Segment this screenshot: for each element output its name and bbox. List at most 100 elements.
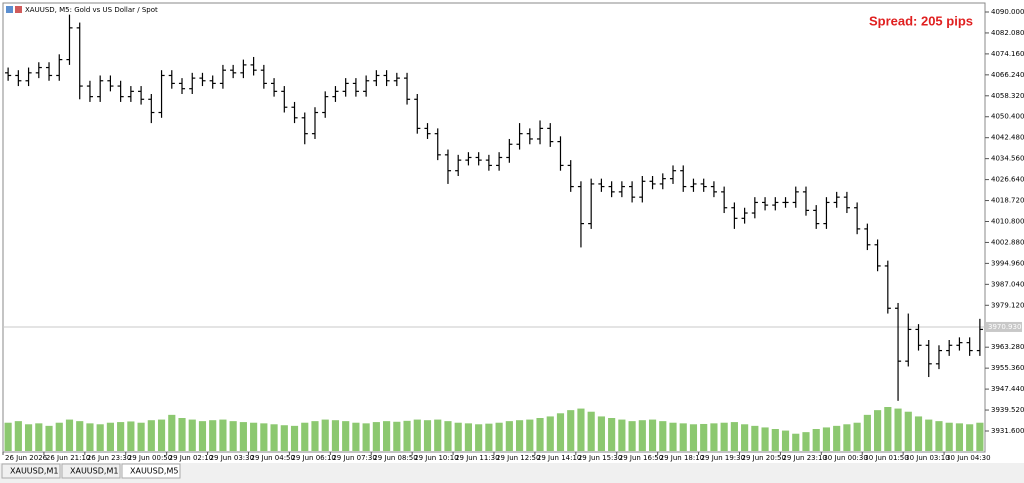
x-tick-label: 30 Jun 04:30 <box>946 454 990 462</box>
volume-bar <box>802 432 810 451</box>
y-tick-label: 4018.720 <box>991 197 1024 205</box>
current-price-box <box>986 321 1022 332</box>
volume-bar <box>76 421 84 451</box>
volume-bar <box>35 423 43 451</box>
volume-bar <box>137 422 145 451</box>
x-tick-label: 29 Jun 10:10 <box>414 454 458 462</box>
volume-bar <box>638 420 646 451</box>
tab-label[interactable]: XAUUSD,M5 <box>130 467 178 476</box>
volume-bar <box>86 423 94 451</box>
volume-bar <box>966 424 974 451</box>
x-tick-label: 29 Jun 18:10 <box>660 454 704 462</box>
volume-bar <box>423 420 432 451</box>
tab[interactable] <box>1 463 61 479</box>
x-tick-label: 29 Jun 14:10 <box>537 454 581 462</box>
volume-bar <box>321 419 329 451</box>
volume-bar <box>24 424 33 451</box>
volume-bar <box>833 425 841 451</box>
x-tick-label: 26 Jun 2026 <box>5 454 48 462</box>
volume-bar <box>14 421 22 451</box>
volume-bar <box>342 421 350 451</box>
y-tick-label: 4058.320 <box>991 92 1024 100</box>
volume-bar <box>65 419 74 451</box>
volume-bar <box>475 424 483 451</box>
volume-bar <box>914 416 923 451</box>
volume-bar <box>700 423 708 451</box>
volume-bar <box>383 421 391 451</box>
volume-bar <box>229 421 237 451</box>
volume-bar <box>127 421 135 451</box>
volume-bar <box>4 422 12 451</box>
volume-bar <box>874 410 882 451</box>
volume-bar <box>761 427 769 451</box>
tab-label[interactable]: XAUUSD,M1 <box>70 467 118 476</box>
x-tick-label: 29 Jun 03:30 <box>210 454 254 462</box>
volume-bar <box>464 423 473 451</box>
volume-bar <box>648 419 657 451</box>
volume-bar <box>567 410 575 451</box>
volume-bar <box>311 421 319 451</box>
y-tick-label: 4002.880 <box>991 238 1024 246</box>
y-tick-label: 3963.280 <box>991 343 1024 351</box>
volume-bar <box>485 423 493 451</box>
x-tick-label: 26 Jun 21:10 <box>46 454 90 462</box>
volume-bar <box>413 419 421 451</box>
tab-bar <box>0 463 1024 483</box>
volume-bar <box>781 430 790 451</box>
y-tick-label: 4010.800 <box>991 217 1024 225</box>
volume-bar <box>556 413 565 451</box>
volume-bar <box>362 423 370 451</box>
volume-bar <box>290 425 299 451</box>
tab-label[interactable]: XAUUSD,M1 <box>10 467 58 476</box>
volume-bar <box>55 422 63 451</box>
tab[interactable] <box>61 463 121 479</box>
volume-bar <box>495 422 503 451</box>
x-tick-label: 29 Jun 11:30 <box>455 454 499 462</box>
volume-bar <box>250 422 258 451</box>
tab[interactable] <box>121 463 181 479</box>
volume-bar <box>505 421 513 451</box>
volume-bar <box>239 422 247 451</box>
y-tick-label: 3947.440 <box>991 385 1024 393</box>
x-tick-label: 29 Jun 15:30 <box>578 454 622 462</box>
volume-bar <box>96 424 104 451</box>
volume-bar <box>515 420 524 451</box>
volume-bar <box>884 407 892 451</box>
volume-bar <box>434 419 442 451</box>
volume-bar <box>853 422 861 451</box>
y-tick-label: 4082.080 <box>991 29 1024 37</box>
volume-bar <box>669 422 677 451</box>
volume-bar <box>976 422 984 451</box>
volume-bar <box>751 425 759 451</box>
y-tick-label: 3987.040 <box>991 280 1024 288</box>
volume-bar <box>720 422 728 451</box>
volume-bar <box>147 420 155 451</box>
volume-bar <box>710 423 718 451</box>
x-tick-label: 29 Jun 20:50 <box>742 454 786 462</box>
volume-bar <box>587 411 595 451</box>
x-tick-label: 29 Jun 23:10 <box>782 454 826 462</box>
volume-bar <box>280 425 288 451</box>
volume-bar <box>577 408 585 451</box>
chart-title: XAUUSD, M5: Gold vs US Dollar / Spot <box>25 6 158 14</box>
volume-bar <box>372 422 380 451</box>
y-tick-label: 4074.160 <box>991 50 1024 58</box>
volume-bar <box>689 424 698 451</box>
x-tick-label: 29 Jun 08:50 <box>373 454 417 462</box>
x-tick-label: 30 Jun 00:30 <box>823 454 867 462</box>
y-tick-label: 4034.560 <box>991 155 1024 163</box>
volume-bar <box>863 414 871 451</box>
volume-bar <box>168 414 176 451</box>
x-tick-label: 26 Jun 23:30 <box>87 454 131 462</box>
volume-bar <box>822 427 831 451</box>
volume-bar <box>260 423 268 451</box>
volume-bar <box>608 418 616 451</box>
volume-bar <box>219 419 227 451</box>
volume-bar <box>597 416 605 451</box>
y-tick-label: 4042.480 <box>991 134 1024 142</box>
y-tick-label: 4026.640 <box>991 176 1024 184</box>
x-tick-label: 29 Jun 16:50 <box>619 454 663 462</box>
annotation: Spread: 205 pips <box>869 13 973 28</box>
